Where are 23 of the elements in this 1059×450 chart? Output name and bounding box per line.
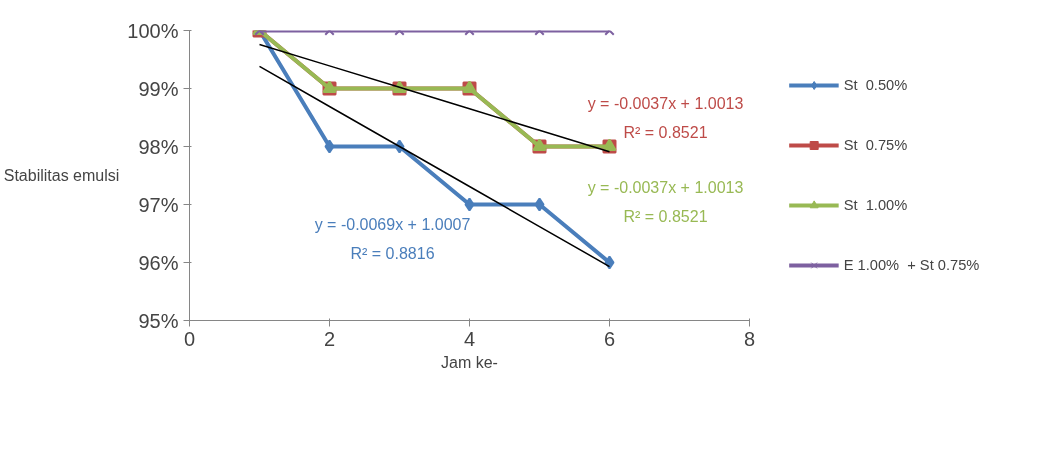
x-tick-label: 2 [323,327,336,350]
annotation: R² = 0.8521 [623,123,708,141]
y-axis-title: Stabilitas emulsi [3,167,120,184]
annotation: y = -0.0037x + 1.0013 [587,94,744,112]
annotation: y = -0.0037x + 1.0013 [587,178,744,196]
legend-label: St 0.75% [843,137,908,153]
legend-label: St 1.00% [843,197,908,213]
x-axis-title: Jam ke- [441,353,498,371]
y-tick-label: 100% [127,19,179,42]
annotation: R² = 0.8816 [350,245,435,263]
y-tick-label: 99% [138,77,179,100]
x-tick-label: 4 [463,327,476,350]
annotation: y = -0.0069x + 1.0007 [314,216,471,234]
y-tick-label: 97% [138,193,179,216]
y-tick-label: 98% [138,135,179,158]
legend-label: E 1.00% + St 0.75% [843,257,980,273]
x-tick-label: 0 [183,327,196,350]
x-tick-label: 8 [743,327,756,350]
annotation: R² = 0.8521 [623,207,708,225]
y-tick-label: 95% [138,309,179,332]
y-tick-label: 96% [138,251,179,274]
x-tick-label: 6 [603,327,616,350]
legend-label: St 0.50% [843,77,908,93]
